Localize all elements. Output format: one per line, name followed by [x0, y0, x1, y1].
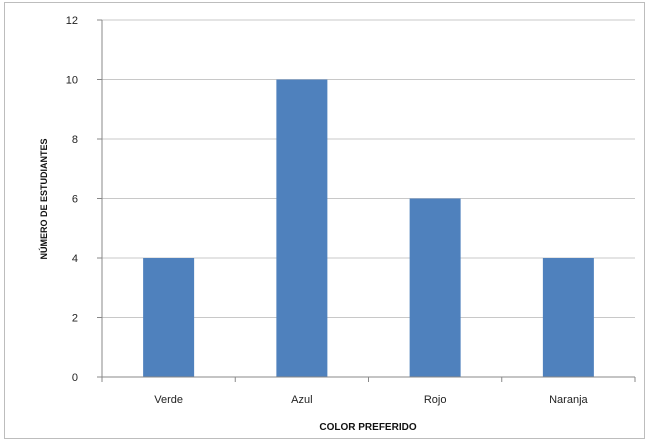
bar-rojo [409, 198, 461, 377]
y-axis-title: NÚMERO DE ESTUDIANTES [38, 138, 49, 259]
y-tick-label: 12 [66, 15, 78, 27]
y-axis-ticks: 0 2 4 6 8 10 12 [66, 15, 102, 384]
x-tick-label: Verde [154, 394, 183, 406]
x-axis-ticks: Verde Azul Rojo Naranja [101, 377, 636, 406]
y-tick-label: 0 [72, 372, 78, 384]
y-tick-label: 2 [72, 313, 78, 325]
y-tick-label: 8 [72, 134, 78, 146]
bar-verde [143, 258, 195, 377]
x-tick-label: Rojo [424, 394, 447, 406]
x-tick-label: Azul [291, 394, 312, 406]
y-tick-label: 6 [72, 194, 78, 206]
bars [143, 79, 594, 377]
y-tick-label: 10 [66, 75, 78, 87]
x-tick-label: Naranja [549, 394, 588, 406]
bar-azul [276, 79, 328, 377]
bar-naranja [542, 258, 594, 377]
x-axis-title: COLOR PREFERIDO [319, 422, 416, 433]
y-tick-label: 4 [72, 253, 78, 265]
